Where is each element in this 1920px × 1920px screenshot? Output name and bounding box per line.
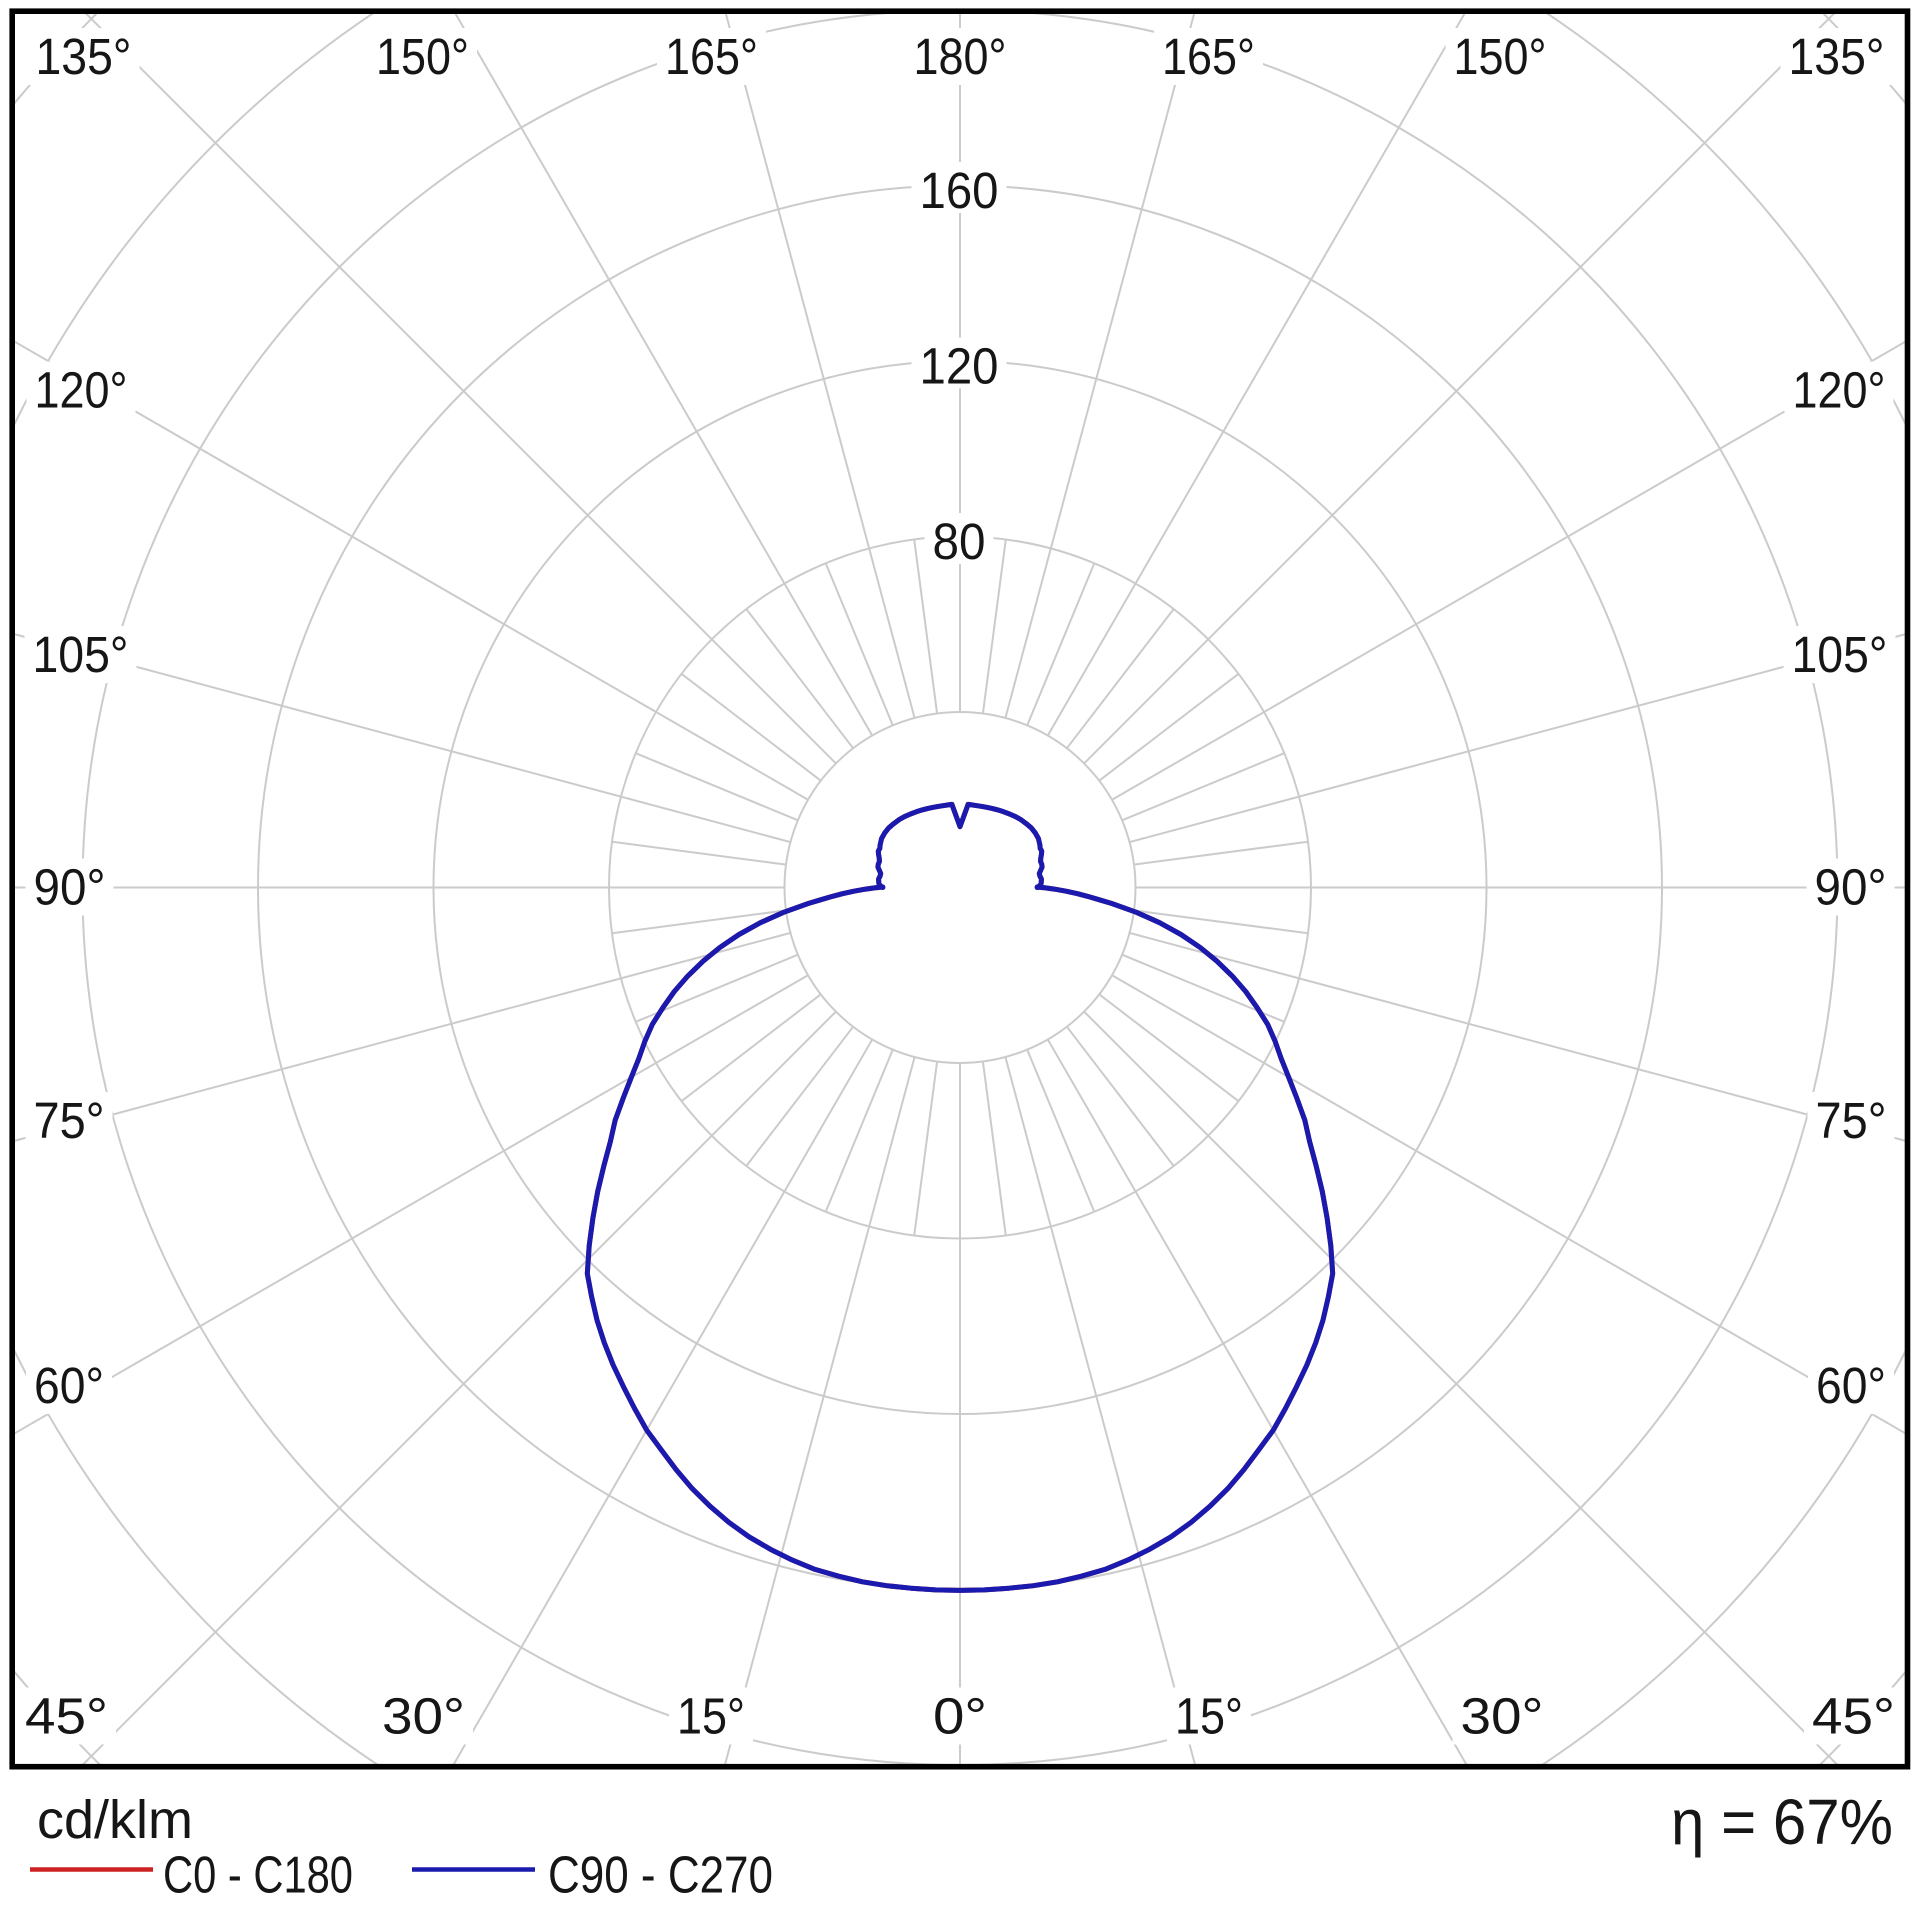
svg-text:135°: 135°: [36, 28, 132, 85]
svg-text:80: 80: [933, 513, 986, 570]
svg-text:60°: 60°: [1816, 1357, 1886, 1414]
svg-text:45°: 45°: [25, 1688, 108, 1745]
svg-text:90°: 90°: [1815, 859, 1887, 916]
svg-text:120: 120: [920, 338, 999, 395]
svg-text:160: 160: [920, 162, 999, 219]
svg-text:η = 67%: η = 67%: [1671, 1786, 1893, 1858]
svg-text:C90 - C270: C90 - C270: [548, 1847, 773, 1905]
svg-text:30°: 30°: [1461, 1688, 1544, 1745]
svg-text:15°: 15°: [677, 1688, 745, 1745]
svg-text:105°: 105°: [33, 626, 129, 683]
svg-text:45°: 45°: [1812, 1688, 1895, 1745]
svg-text:90°: 90°: [34, 859, 106, 916]
svg-text:165°: 165°: [1162, 28, 1255, 85]
svg-text:105°: 105°: [1792, 626, 1888, 683]
svg-text:C0 - C180: C0 - C180: [163, 1847, 353, 1905]
svg-text:60°: 60°: [34, 1357, 104, 1414]
svg-text:150°: 150°: [1454, 28, 1547, 85]
svg-text:120°: 120°: [35, 362, 128, 419]
svg-text:cd/klm: cd/klm: [37, 1790, 193, 1850]
svg-text:165°: 165°: [665, 28, 758, 85]
svg-text:0°: 0°: [933, 1688, 987, 1745]
svg-text:180°: 180°: [914, 28, 1007, 85]
svg-text:75°: 75°: [34, 1092, 105, 1149]
svg-text:30°: 30°: [382, 1688, 465, 1745]
svg-text:135°: 135°: [1789, 28, 1885, 85]
svg-text:75°: 75°: [1816, 1092, 1887, 1149]
svg-text:15°: 15°: [1175, 1688, 1243, 1745]
svg-text:150°: 150°: [376, 28, 469, 85]
svg-text:120°: 120°: [1793, 362, 1886, 419]
